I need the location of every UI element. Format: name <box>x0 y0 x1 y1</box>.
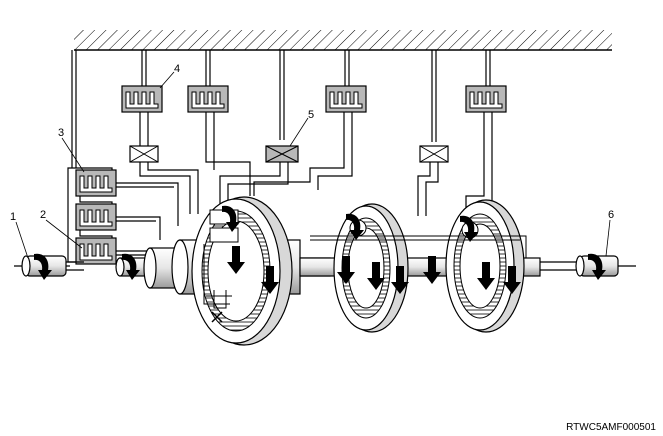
one-way-clutch-c <box>419 145 449 163</box>
callout-5: 5 <box>308 109 314 121</box>
transmission-housing <box>74 30 612 51</box>
one-way-clutch-a <box>129 145 159 163</box>
callout-leaders <box>15 71 611 259</box>
middle-planetary-gearset <box>333 203 409 333</box>
callout-1: 1 <box>10 211 16 223</box>
brake-pack-4 <box>121 85 163 113</box>
callout-3: 3 <box>58 127 64 139</box>
brake-pack-b <box>187 85 229 113</box>
reference-code: RTWC5AMF000501 <box>566 422 656 433</box>
front-planetary-gearset <box>191 196 293 346</box>
input-clutch-stack <box>67 167 179 265</box>
output-shaft <box>540 253 636 280</box>
pack-connecting-rods <box>139 112 493 216</box>
callout-2: 2 <box>40 209 46 221</box>
one-way-clutch-5 <box>265 145 299 163</box>
callout-6: 6 <box>608 209 614 221</box>
rear-planetary-gearset <box>310 199 527 333</box>
brake-pack-d <box>465 85 507 113</box>
housing-links <box>71 50 491 168</box>
callout-4: 4 <box>174 63 180 75</box>
brake-pack-c <box>325 85 367 113</box>
input-shaft <box>14 253 84 280</box>
